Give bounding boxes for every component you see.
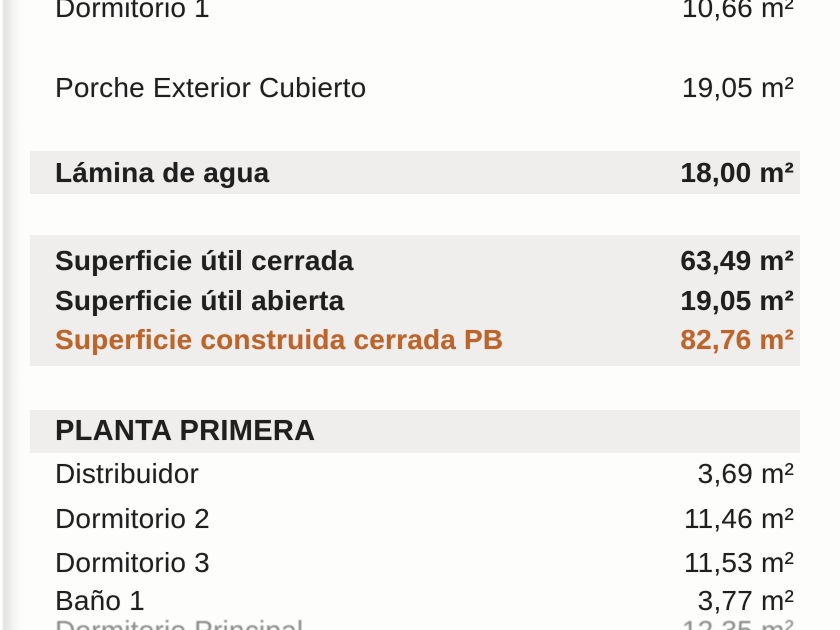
table-row-bano-1: Baño 1 3,77 m² xyxy=(30,583,800,619)
room-area-value: 18,00 m² xyxy=(680,157,794,188)
summary-label: Superficie construida cerrada PB xyxy=(55,324,504,356)
room-area-value: 12,35 m² xyxy=(682,613,794,630)
summary-area-value: 82,76 m² xyxy=(680,324,794,356)
section-header-label: PLANTA PRIMERA xyxy=(55,415,316,447)
summary-label: Superficie útil abierta xyxy=(55,284,345,316)
table-row-dormitorio-1: Dormitorio 1 10,66 m² xyxy=(30,0,800,26)
section-header-planta-primera: PLANTA PRIMERA xyxy=(30,410,800,453)
room-area-value: 3,77 m² xyxy=(697,585,794,616)
room-label: Dormitorio 1 xyxy=(55,0,210,23)
table-row-dormitorio-2: Dormitorio 2 11,46 m² xyxy=(30,501,800,537)
room-label: Distribuidor xyxy=(55,458,199,489)
room-area-value: 11,46 m² xyxy=(683,503,794,534)
summary-row-util-abierta: Superficie útil abierta 19,05 m² xyxy=(55,285,794,317)
summary-label: Superficie útil cerrada xyxy=(55,244,354,276)
room-label: Dormitorio 3 xyxy=(55,547,210,578)
room-label: Porche Exterior Cubierto xyxy=(55,72,367,103)
room-label: Dormitorio 2 xyxy=(55,503,210,534)
table-row-porche-exterior: Porche Exterior Cubierto 19,05 m² xyxy=(30,70,800,106)
table-row-dormitorio-3: Dormitorio 3 11,53 m² xyxy=(30,545,800,581)
room-area-value: 3,69 m² xyxy=(697,458,794,489)
table-row-lamina-de-agua: Lámina de agua 18,00 m² xyxy=(30,151,800,194)
summary-area-value: 63,49 m² xyxy=(680,244,794,276)
table-row-clipped-bottom: Dormitorio Principal 12,35 m² xyxy=(30,613,800,630)
table-row-distribuidor: Distribuidor 3,69 m² xyxy=(30,456,800,492)
room-label: Lámina de agua xyxy=(55,157,270,188)
summary-row-util-cerrada: Superficie útil cerrada 63,49 m² xyxy=(55,245,794,277)
room-area-value: 10,66 m² xyxy=(681,0,794,23)
summary-area-value: 19,05 m² xyxy=(680,284,794,316)
room-label: Dormitorio Principal xyxy=(55,613,303,630)
page-left-edge-shadow xyxy=(0,0,22,630)
summary-row-construida-cerrada-pb: Superficie construida cerrada PB 82,76 m… xyxy=(55,324,794,356)
room-area-value: 19,05 m² xyxy=(681,72,794,103)
room-label: Baño 1 xyxy=(55,585,145,616)
room-area-value: 11,53 m² xyxy=(683,547,794,578)
surface-summary-block: Superficie útil cerrada 63,49 m² Superfi… xyxy=(30,235,800,366)
